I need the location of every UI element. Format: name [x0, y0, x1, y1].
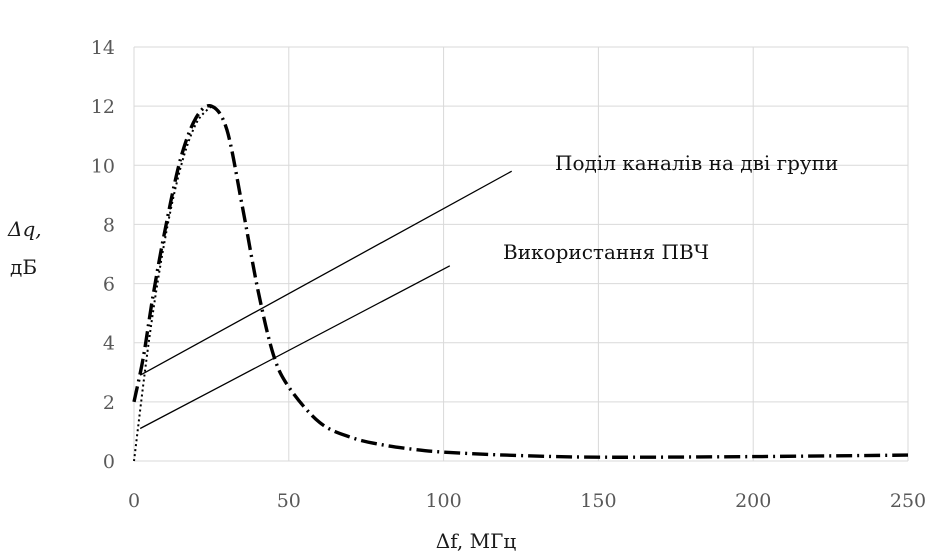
x-tick-label: 100	[425, 490, 461, 512]
series-straight-line-2	[139, 170, 513, 376]
annotation-pvch: Використання ПВЧ	[503, 240, 709, 264]
x-tick-label: 200	[735, 490, 771, 512]
y-axis-unit: дБ	[10, 255, 37, 279]
series-straight-line-3	[139, 265, 451, 430]
x-tick-label: 0	[128, 490, 140, 512]
y-tick-label: 4	[103, 333, 115, 355]
series-dotted-curve-1	[133, 105, 213, 462]
y-tick-label: 10	[91, 155, 115, 177]
y-tick-label: 0	[103, 451, 115, 473]
tick-labels: 0 2 4 6 8 10 12 14 0 50 100 150 200 250	[91, 37, 926, 512]
y-tick-label: 8	[103, 214, 115, 236]
y-tick-label: 12	[91, 96, 115, 118]
y-axis-label: Δq,	[7, 217, 42, 241]
annotation-split-channels: Поділ каналів на дві групи	[555, 151, 838, 175]
series-layer	[132, 104, 909, 462]
grid	[133, 46, 909, 462]
x-tick-label: 50	[277, 490, 301, 512]
y-tick-label: 2	[103, 392, 115, 414]
x-axis-label: Δf, МГц	[436, 529, 517, 553]
x-tick-label: 150	[580, 490, 616, 512]
y-tick-label: 14	[91, 37, 115, 59]
x-tick-label: 250	[890, 490, 926, 512]
y-tick-label: 6	[103, 274, 115, 296]
series-peak-curve-0	[132, 104, 909, 459]
